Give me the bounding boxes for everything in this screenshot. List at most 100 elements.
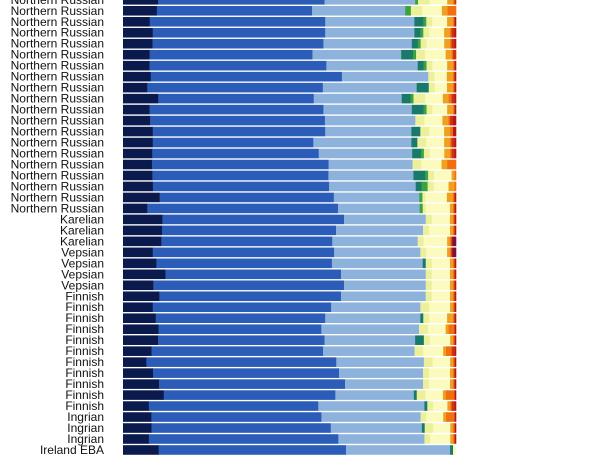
bar-segment-row26-comp0 xyxy=(123,280,154,291)
bar-segment-row5-comp4 xyxy=(413,49,417,60)
bar-segment-row13-comp7 xyxy=(444,137,451,148)
bar-segment-row32-comp6 xyxy=(423,346,444,356)
bar-segment-row22-comp6 xyxy=(423,236,448,247)
bar-segment-row35-comp5 xyxy=(423,379,430,389)
bar-segment-row10-comp6 xyxy=(432,104,448,115)
bar-segment-row22-comp1 xyxy=(161,236,333,247)
bar-segment-row6-comp6 xyxy=(432,60,448,71)
bar-segment-row23-comp0 xyxy=(123,247,154,258)
bar-segment-row23-comp7 xyxy=(447,247,451,258)
bar-segment-row18-comp1 xyxy=(159,192,335,203)
bar-segment-row16-comp6 xyxy=(434,170,452,181)
bar-segment-row26-comp2 xyxy=(343,280,427,291)
bar-segment-row25-comp8 xyxy=(452,269,455,280)
bar-segment-row14-comp8 xyxy=(450,148,452,159)
bar-segment-row4-comp10 xyxy=(454,38,457,49)
bar-segment-row30-comp10 xyxy=(454,324,457,334)
bar-segment-row27-comp10 xyxy=(454,291,457,302)
bar-segment-row31-comp10 xyxy=(454,335,457,345)
category-label: Karelian xyxy=(60,223,104,237)
bar-segment-row2-comp1 xyxy=(149,16,326,27)
bar-segment-row16-comp0 xyxy=(123,170,153,181)
category-label: Karelian xyxy=(60,212,104,226)
bar-segment-row1-comp7 xyxy=(441,5,448,16)
bar-segment-row3-comp7 xyxy=(444,27,451,38)
category-label: Finnish xyxy=(65,399,104,413)
bar-segment-row9-comp10 xyxy=(454,93,457,104)
bar-segment-row24-comp2 xyxy=(331,258,423,269)
bar-segment-row27-comp2 xyxy=(340,291,427,302)
bar-segment-row15-comp1 xyxy=(151,159,329,170)
bar-segment-row33-comp2 xyxy=(336,357,425,367)
bar-segment-row37-comp10 xyxy=(454,401,457,411)
bar-segment-row4-comp9 xyxy=(451,38,455,49)
bar-segment-row37-comp1 xyxy=(148,401,319,411)
bar-segment-row13-comp10 xyxy=(454,137,457,148)
bar-segment-row15-comp5 xyxy=(412,159,422,170)
bar-segment-row1-comp1 xyxy=(156,5,313,16)
bar-segment-row17-comp4 xyxy=(421,181,428,192)
bar-segment-row33-comp8 xyxy=(453,357,455,367)
bar-segment-row24-comp6 xyxy=(431,258,451,269)
bar-segment-row17-comp7 xyxy=(448,181,455,192)
bar-segment-row18-comp7 xyxy=(446,192,454,203)
bar-segment-row28-comp1 xyxy=(152,302,332,313)
bar-segment-row37-comp5 xyxy=(427,401,434,411)
bar-segment-row22-comp11 xyxy=(453,236,457,247)
bar-segment-row9-comp1 xyxy=(158,93,315,104)
bar-segment-row25-comp0 xyxy=(123,269,166,280)
bar-segment-row30-comp1 xyxy=(158,324,322,334)
category-label: Finnish xyxy=(65,300,104,314)
category-label: Northern Russian xyxy=(11,15,104,29)
bar-segment-row18-comp4 xyxy=(419,192,423,203)
bar-segment-row3-comp4 xyxy=(420,27,424,38)
bar-segment-row3-comp8 xyxy=(450,27,452,38)
bar-segment-row40-comp7 xyxy=(450,434,454,444)
bar-segment-row7-comp1 xyxy=(150,71,343,82)
bar-segment-row11-comp1 xyxy=(150,115,326,126)
bar-segment-row41-comp6 xyxy=(453,445,457,455)
bar-segment-row7-comp5 xyxy=(428,71,435,82)
category-label: Karelian xyxy=(60,234,104,248)
bar-segment-row11-comp7 xyxy=(442,115,449,126)
category-label: Finnish xyxy=(65,322,104,336)
bar-segment-row31-comp3 xyxy=(415,335,425,345)
bar-segment-row31-comp8 xyxy=(453,335,455,345)
bar-segment-row12-comp8 xyxy=(450,126,454,137)
bar-segment-row38-comp6 xyxy=(426,412,444,422)
bar-segment-row2-comp10 xyxy=(454,16,457,27)
bar-segment-row5-comp8 xyxy=(451,49,454,60)
bar-segment-row31-comp0 xyxy=(123,335,159,345)
bar-segment-row27-comp8 xyxy=(452,291,455,302)
bar-segment-row35-comp8 xyxy=(453,379,455,389)
bar-segment-row41-comp1 xyxy=(158,445,347,455)
bar-segment-row1-comp5 xyxy=(410,5,423,16)
bar-segment-row38-comp1 xyxy=(151,412,322,422)
bar-segment-row17-comp0 xyxy=(123,181,154,192)
bar-segment-row16-comp3 xyxy=(413,170,426,181)
bar-segment-row14-comp10 xyxy=(454,148,457,159)
bar-segment-row10-comp4 xyxy=(423,104,427,115)
bar-segment-row2-comp8 xyxy=(453,16,455,27)
bar-segment-row15-comp2 xyxy=(328,159,413,170)
bar-segment-row38-comp2 xyxy=(321,412,421,422)
bar-segment-row4-comp2 xyxy=(323,38,413,49)
bar-segment-row37-comp0 xyxy=(123,401,150,411)
category-label: Ireland EBA xyxy=(40,443,104,457)
bar-segment-row11-comp6 xyxy=(424,115,443,126)
category-label: Vepsian xyxy=(61,267,104,281)
bar-segment-row36-comp3 xyxy=(413,390,418,400)
category-label: Northern Russian xyxy=(11,136,104,150)
bar-segment-row39-comp0 xyxy=(123,423,152,433)
bar-segment-row23-comp2 xyxy=(334,247,421,258)
bar-segment-row19-comp6 xyxy=(425,203,451,214)
bar-segment-row20-comp10 xyxy=(454,214,457,225)
bar-segment-row3-comp2 xyxy=(325,27,415,38)
bar-segment-row4-comp0 xyxy=(123,38,153,49)
bar-segment-row22-comp2 xyxy=(332,236,418,247)
bar-segment-row6-comp10 xyxy=(454,60,457,71)
bar-segment-row25-comp1 xyxy=(165,269,342,280)
bar-segment-row26-comp5 xyxy=(425,280,433,291)
bar-segment-row9-comp4 xyxy=(410,93,414,104)
